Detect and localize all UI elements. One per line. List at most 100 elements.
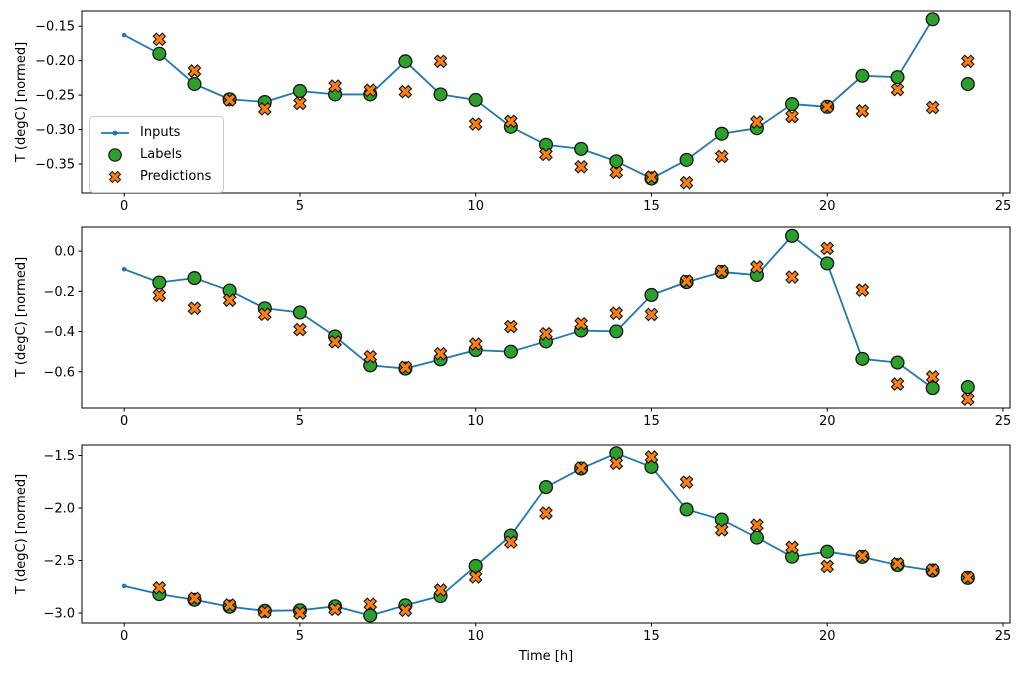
subplot-1-prediction-marker (293, 96, 307, 111)
subplot-1-prediction-marker (503, 114, 518, 129)
subplot-2-prediction-marker (468, 337, 483, 351)
legend-item-labels: Labels (99, 146, 211, 163)
subplot-1-label-marker (574, 141, 589, 156)
subplot-3-prediction-marker (152, 580, 167, 595)
subplot-3-prediction-marker (468, 570, 483, 584)
subplot-3-label-marker (714, 512, 729, 527)
subplot-2-y-tick-label: −0.4 (43, 325, 75, 340)
subplot-3-prediction-marker (574, 461, 589, 475)
subplot-3-input-dot (121, 583, 127, 589)
subplot-1-prediction-marker (750, 115, 764, 129)
subplot-3-frame (81, 444, 1011, 624)
subplot-2-frame (81, 226, 1011, 409)
subplot-1-x-tick-label: 0 (120, 199, 128, 214)
subplot-1-x-tick-label: 10 (467, 199, 484, 214)
subplot-1-prediction-marker (574, 159, 589, 174)
subplot-1-label-marker (679, 152, 694, 167)
subplot-1-prediction-marker (539, 147, 553, 162)
subplot-1-x-tick-label: 25 (995, 199, 1012, 214)
subplot-2-label-marker (855, 351, 870, 366)
subplot-3-label-marker (749, 530, 764, 545)
subplot-1-label-marker (292, 83, 307, 99)
subplot-2-label-marker (152, 275, 167, 290)
subplot-1-prediction-marker (152, 32, 167, 47)
subplot-1-label-marker (398, 54, 413, 69)
subplot-2-label-marker (187, 271, 202, 286)
subplot-2-prediction-marker (257, 307, 272, 322)
subplot-2-x-tick-label: 15 (643, 414, 660, 429)
subplot-1-label-marker (855, 68, 870, 83)
subplot-3-label-marker (468, 558, 483, 574)
legend-label-labels: Labels (140, 147, 182, 162)
subplot-3-prediction-marker (433, 583, 448, 597)
subplot-1-label-marker (785, 97, 800, 112)
subplot-3-x-tick-label: 5 (296, 629, 304, 644)
subplot-2-prediction-marker (293, 322, 307, 337)
subplot-3-prediction-marker (820, 559, 835, 574)
subplot-3-prediction-marker (398, 603, 413, 618)
subplot-2-prediction-marker (152, 288, 167, 303)
subplot-3-prediction-marker (328, 602, 342, 617)
subplot-3-prediction-marker (679, 475, 694, 490)
subplot-2-prediction-marker (398, 360, 413, 375)
subplot-1-y-tick-label: −0.15 (35, 20, 75, 35)
subplot-2-y-tick-label: −0.2 (43, 285, 75, 300)
subplot-1-y-tick-label: −0.20 (35, 54, 75, 69)
subplot-2-label-marker (785, 228, 800, 243)
subplot-2-prediction-marker (855, 283, 870, 298)
subplot-3-x-tick-label: 10 (467, 629, 484, 644)
subplot-2-prediction-marker (574, 316, 589, 331)
labels-circle-icon (108, 147, 122, 162)
subplot-1-label-marker (468, 92, 483, 107)
subplot-1-prediction-marker (433, 54, 448, 69)
subplot-3-prediction-marker (503, 535, 518, 549)
subplot-3-prediction-marker (363, 597, 378, 612)
subplot-1-label-marker (890, 70, 905, 85)
subplot-3-prediction-marker (187, 591, 202, 606)
subplot-2-prediction-marker (328, 334, 342, 349)
subplot-1-prediction-marker (468, 117, 483, 131)
subplot-2-prediction-marker (222, 293, 237, 308)
predictions-x-icon (108, 170, 122, 183)
subplot-1-y-tick-label: −0.35 (35, 158, 75, 173)
subplot-2-prediction-marker (820, 241, 835, 256)
subplot-3-y-tick-label: −3.0 (43, 607, 75, 622)
subplot-1-prediction-marker (960, 54, 975, 69)
subplot-1-prediction-marker (785, 109, 799, 124)
subplot-1-prediction-marker (644, 170, 659, 185)
subplot-2-label-marker (292, 305, 307, 320)
subplot-1-label-marker (925, 12, 940, 27)
subplot-2-prediction-marker (644, 307, 659, 322)
subplot-2-label-marker (503, 344, 518, 359)
subplot-2-y-tick-label: 0.0 (54, 245, 75, 260)
subplot-2-x-tick-label: 20 (819, 414, 836, 429)
subplot-1-prediction-marker (925, 100, 940, 115)
subplot-3-label-marker (820, 544, 835, 559)
subplot-2-x-tick-label: 10 (467, 414, 484, 429)
legend-item-inputs: Inputs (99, 124, 211, 141)
subplot-3-prediction-marker (293, 606, 307, 620)
subplot-2-label-marker (609, 324, 624, 339)
subplot-2-prediction-marker (925, 369, 940, 384)
subplot-1-prediction-marker (222, 93, 237, 107)
subplot-3-y-tick-label: −2.5 (43, 554, 75, 569)
subplot-1-prediction-marker (363, 83, 378, 98)
subplot-1-label-marker (714, 126, 729, 141)
subplot-2-prediction-marker (890, 377, 905, 391)
subplot-1-prediction-marker (257, 102, 272, 116)
legend-label-inputs: Inputs (140, 125, 181, 140)
subplot-1-label-marker (187, 77, 202, 92)
subplot-2-x-tick-label: 5 (296, 414, 304, 429)
subplot-2-x-tick-label: 0 (120, 414, 128, 429)
subplot-3-prediction-marker (960, 570, 975, 585)
subplot-3-label-marker (609, 446, 624, 461)
subplot-2-prediction-marker (679, 274, 694, 288)
subplot-1-label-marker (960, 77, 975, 92)
subplot-3-prediction-marker (257, 605, 272, 619)
subplot-1-x-tick-label: 20 (819, 199, 836, 214)
subplot-3-label-marker (679, 502, 694, 517)
subplot-2-prediction-marker (609, 306, 624, 321)
subplot-2-prediction-marker (714, 264, 729, 279)
subplot-3-prediction-marker (785, 540, 799, 555)
